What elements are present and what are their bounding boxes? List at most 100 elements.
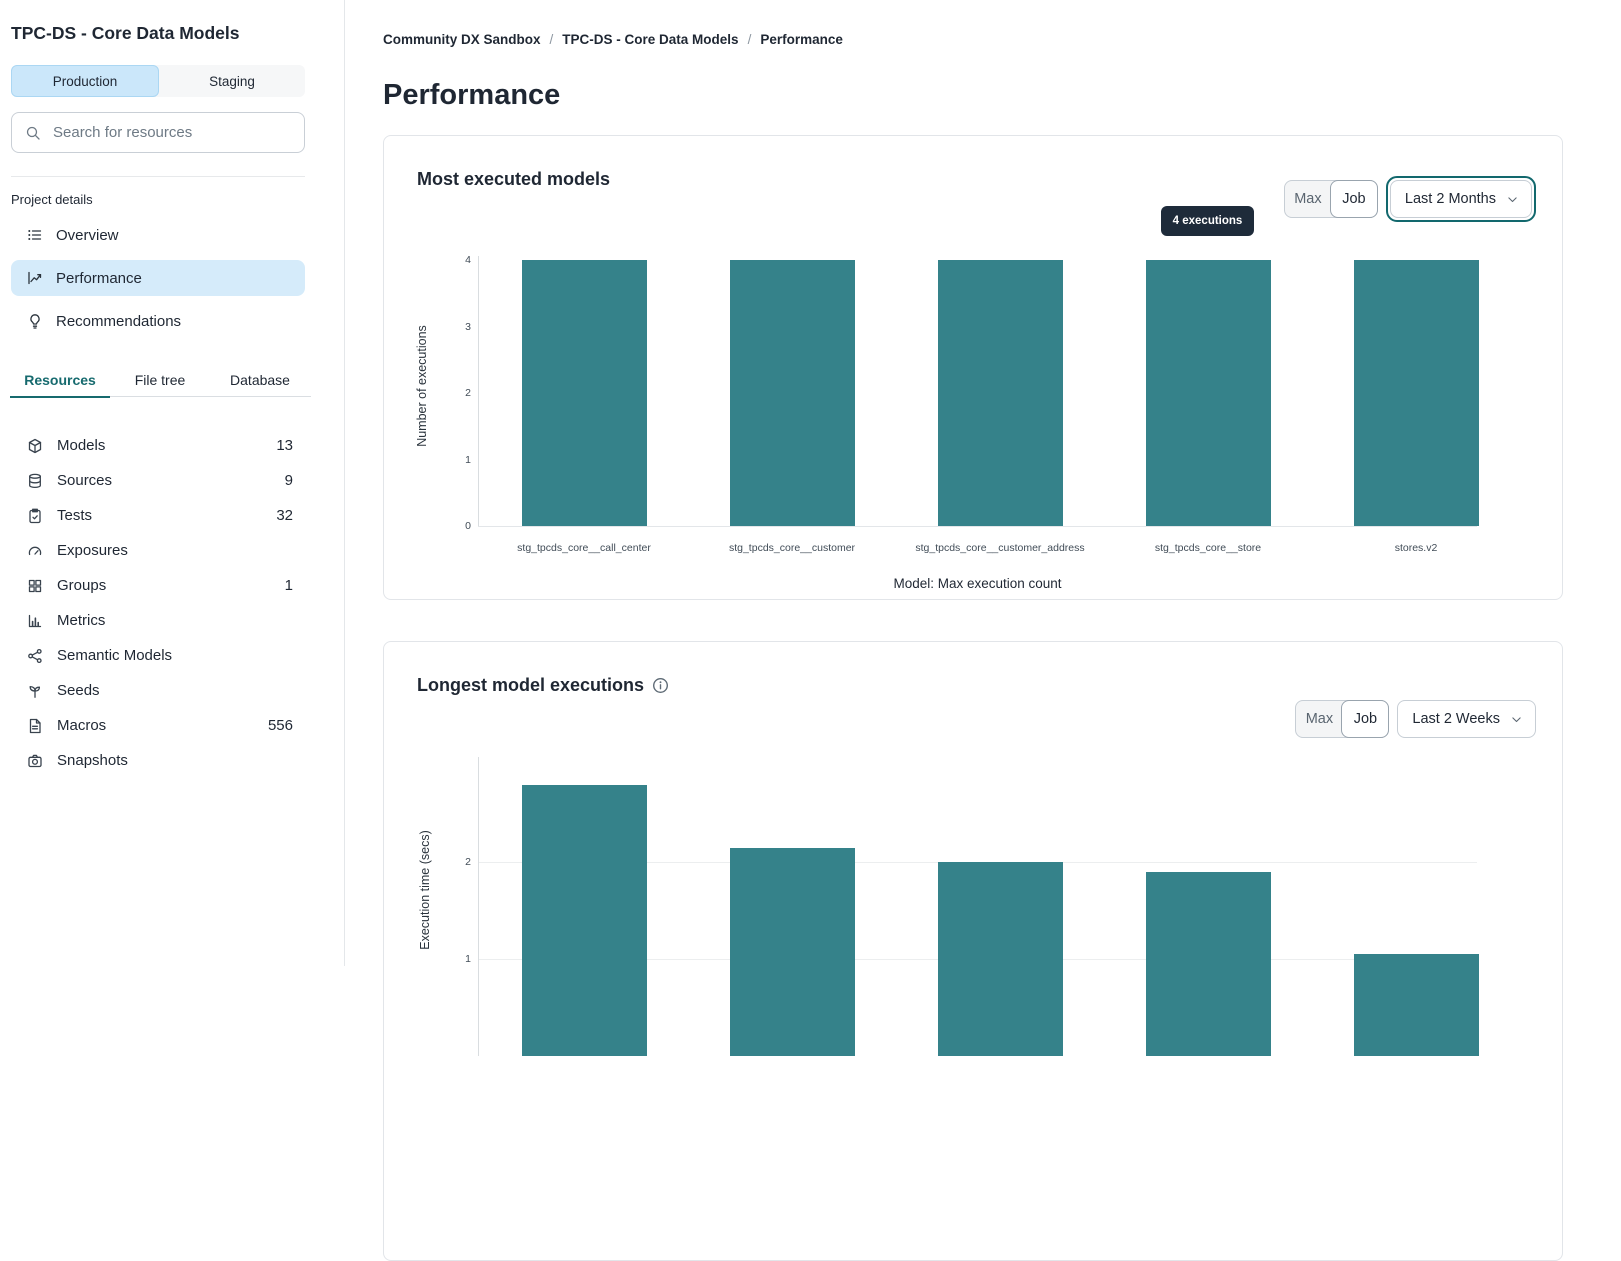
resource-label: Macros [57,717,107,734]
x-axis-title: Model: Max execution count [893,576,1062,591]
y-axis-label: Number of executions [415,325,429,447]
database-icon [27,473,43,489]
bar[interactable] [521,260,647,526]
time-range-select[interactable]: Last 2 Weeks [1397,700,1536,738]
search-input[interactable] [51,123,291,142]
search-icon [25,125,41,141]
resource-item-groups[interactable]: Groups 1 [11,568,305,603]
tab-resources[interactable]: Resources [10,369,110,398]
y-axis-tick-label: 4 [465,254,471,266]
resource-item-sources[interactable]: Sources 9 [11,463,305,498]
page-title: Performance [383,79,561,112]
resource-label: Groups [57,577,107,594]
bar[interactable] [729,847,855,1056]
bar[interactable] [521,785,647,1056]
x-axis-category-label: stg_tpcds_core__customer [728,542,856,554]
environment-option-production[interactable]: Production [11,65,159,97]
environment-toggle[interactable]: Production Staging [11,65,305,97]
bar[interactable] [937,862,1063,1056]
resource-item-models[interactable]: Models 13 [11,428,305,463]
y-axis-line [478,757,479,1056]
bar[interactable] [1353,954,1479,1056]
card-controls: Max Job Last 2 Weeks [1295,700,1536,738]
gauge-icon [27,543,43,559]
y-axis-tick-label: 1 [465,453,471,466]
resource-item-tests[interactable]: Tests 32 [11,498,305,533]
chevron-down-icon [1506,193,1519,206]
tab-database[interactable]: Database [230,372,290,388]
breadcrumb-item: Performance [760,32,843,47]
bar[interactable] [937,260,1063,526]
resource-label: Snapshots [57,752,128,769]
info-icon[interactable] [652,677,669,694]
y-axis-label: Execution time (secs) [418,830,432,950]
network-icon [27,648,43,664]
tab-file-tree[interactable]: File tree [134,372,186,388]
x-axis-category-label: stg_tpcds_core__call_center [517,542,651,554]
most-executed-models-card: Most executed models Max Job Last 2 Mont… [383,135,1563,600]
chevron-down-icon [1510,713,1523,726]
project-sidebar: TPC-DS - Core Data Models Production Sta… [0,0,345,966]
resource-list: Models 13 Sources 9 Tests 32 Exposures Groups 1 M… [11,428,305,778]
project-title: TPC-DS - Core Data Models [11,23,240,43]
aggregation-toggle[interactable]: Max Job [1283,180,1378,218]
longest-model-executions-card: Longest model executions Max Job Last 2 … [383,641,1563,1261]
most-executed-models-chart: Number of executions 0 1 2 3 4 stg_tpcds_core_… [384,136,1562,599]
clipboard-icon [27,508,43,524]
sidebar-divider [11,176,305,177]
resource-item-seeds[interactable]: Seeds [11,673,305,708]
x-axis-line [478,526,1477,527]
sidebar-item-performance[interactable]: Performance [11,260,305,296]
toggle-option-max[interactable]: Max [1305,711,1334,727]
resource-label: Metrics [57,612,106,629]
resource-search[interactable] [11,112,305,153]
resource-item-snapshots[interactable]: Snapshots [11,743,305,778]
resource-item-macros[interactable]: Macros 556 [11,708,305,743]
breadcrumb: Community DX Sandbox / TPC-DS - Core Data … [383,32,843,47]
bar[interactable] [1145,260,1271,526]
camera-icon [27,753,43,769]
resource-count: 13 [276,437,293,454]
x-axis-category-label: stg_tpcds_core__customer_address [915,542,1085,554]
breadcrumb-item[interactable]: TPC-DS - Core Data Models [562,32,739,47]
grid-icon [27,578,43,594]
aggregation-toggle[interactable]: Max Job [1295,700,1390,738]
resource-item-semantic-models[interactable]: Semantic Models [11,638,305,673]
time-range-focus-ring: Last 2 Months [1385,176,1536,222]
file-icon [27,718,43,734]
cube-icon [27,438,43,454]
time-range-value: Last 2 Weeks [1412,711,1500,727]
trend-icon [27,270,43,286]
project-details-label: Project details [11,192,93,207]
time-range-select[interactable]: Last 2 Months [1389,180,1532,218]
toggle-option-max[interactable]: Max [1294,191,1322,207]
sidebar-item-recommendations[interactable]: Recommendations [11,303,305,339]
resource-count: 9 [284,472,293,489]
environment-option-staging[interactable]: Staging [209,73,255,89]
sidebar-tabs: Resources File tree Database [10,369,311,398]
toggle-option-job[interactable]: Job [1341,700,1390,738]
resource-label: Models [57,437,106,454]
y-axis-tick-label: 2 [465,856,471,869]
longest-model-executions-chart: Execution time (secs) 1 2 [384,642,1562,1260]
resource-count: 32 [276,507,293,524]
bar[interactable] [729,260,855,526]
x-axis-category-label: stores.v2 [1394,542,1438,554]
bar[interactable] [1353,260,1479,526]
y-axis-tick-label: 2 [465,387,471,399]
resource-item-exposures[interactable]: Exposures [11,533,305,568]
toggle-option-job[interactable]: Job [1329,180,1378,218]
time-range-value: Last 2 Months [1404,191,1496,207]
chart-icon [27,613,43,629]
resource-item-metrics[interactable]: Metrics [11,603,305,638]
breadcrumb-item[interactable]: Community DX Sandbox [383,32,541,47]
bar[interactable] [1145,872,1271,1056]
resource-label: Tests [57,507,93,524]
project-details-nav: Overview Performance Recommendations [11,217,305,339]
card-controls: Max Job Last 2 Months [1283,176,1536,222]
breadcrumb-separator: / [549,32,554,47]
bulb-icon [27,313,43,329]
sprout-icon [27,683,43,699]
resource-label: Exposures [57,542,128,559]
sidebar-item-overview[interactable]: Overview [11,217,305,253]
